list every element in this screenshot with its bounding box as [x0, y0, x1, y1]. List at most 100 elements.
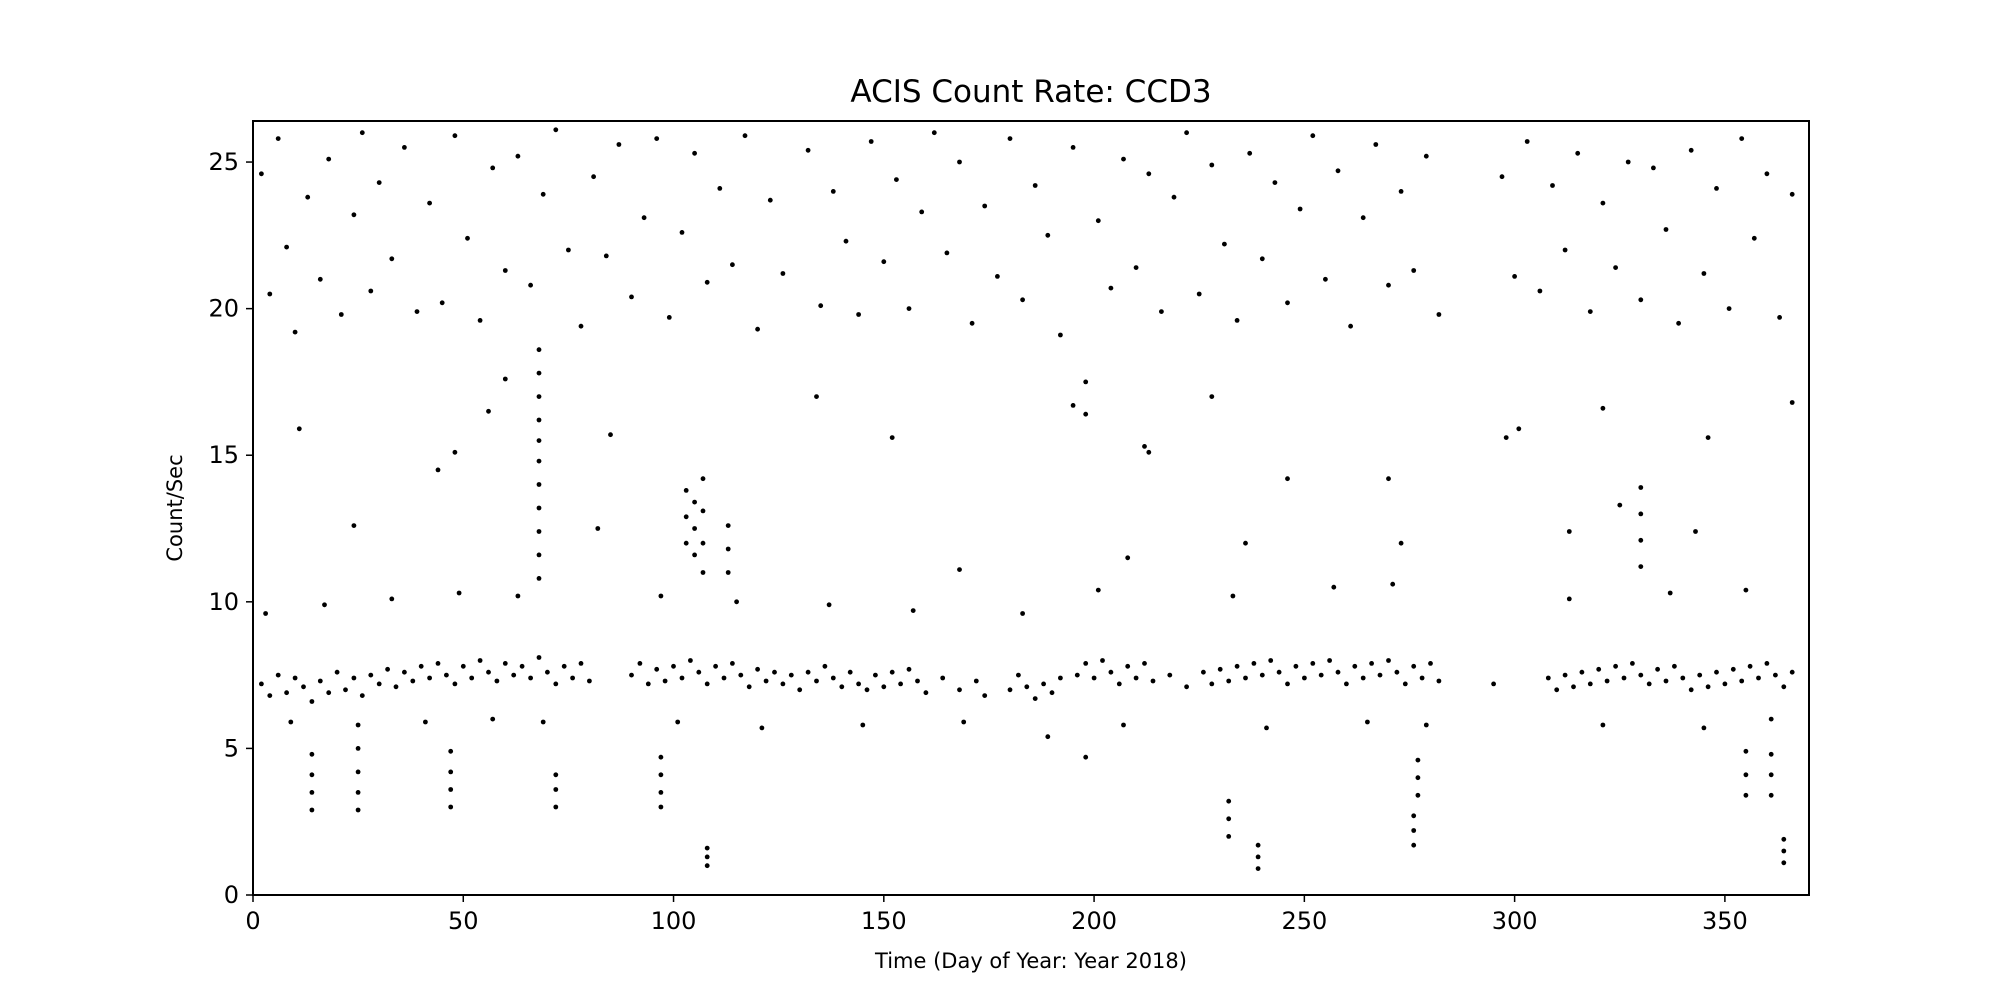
- data-point: [1714, 669, 1719, 675]
- data-point: [355, 722, 361, 728]
- data-point: [730, 661, 735, 666]
- data-point: [1058, 675, 1063, 681]
- data-point: [982, 203, 988, 209]
- data-point: [1411, 813, 1417, 819]
- data-point: [578, 661, 584, 666]
- data-point: [1184, 684, 1189, 690]
- data-point: [1777, 315, 1782, 320]
- data-point: [700, 540, 706, 546]
- data-point: [536, 552, 542, 558]
- data-point: [536, 505, 542, 511]
- x-tick-label: 100: [651, 907, 697, 935]
- data-point: [1327, 658, 1332, 663]
- data-point: [704, 863, 710, 869]
- data-point: [755, 326, 760, 332]
- data-point: [734, 599, 739, 605]
- data-point: [385, 666, 390, 672]
- data-point: [1045, 734, 1051, 740]
- data-point: [1781, 836, 1787, 842]
- data-point: [351, 212, 357, 218]
- data-point: [1550, 183, 1555, 188]
- data-point: [351, 523, 357, 528]
- data-point: [658, 790, 664, 795]
- data-point: [788, 672, 794, 678]
- data-point: [1234, 663, 1240, 669]
- data-point: [1402, 681, 1408, 687]
- data-point: [957, 159, 962, 165]
- data-point: [1360, 215, 1366, 221]
- data-point: [873, 672, 878, 678]
- data-point: [376, 180, 382, 186]
- data-point: [683, 540, 689, 546]
- data-point: [1276, 669, 1282, 675]
- data-point: [1222, 241, 1227, 247]
- data-point: [1108, 669, 1114, 675]
- data-point: [658, 804, 664, 810]
- data-point: [830, 189, 836, 194]
- data-point: [1272, 180, 1278, 186]
- data-point: [1739, 136, 1745, 142]
- data-point: [1411, 828, 1417, 833]
- data-point: [334, 669, 340, 675]
- data-point: [1621, 675, 1627, 681]
- data-point: [982, 693, 988, 698]
- data-point: [692, 150, 697, 156]
- data-point: [553, 681, 559, 687]
- data-point: [355, 790, 361, 795]
- data-point: [1545, 675, 1551, 681]
- data-point: [1676, 320, 1681, 326]
- data-point: [696, 669, 702, 675]
- data-point: [1125, 555, 1131, 561]
- data-point: [1638, 485, 1644, 490]
- data-point: [910, 608, 916, 613]
- data-point: [1209, 162, 1215, 168]
- data-point: [679, 230, 685, 235]
- data-point: [780, 271, 786, 276]
- data-point: [486, 408, 491, 414]
- data-point: [759, 725, 765, 731]
- data-point: [889, 435, 895, 440]
- data-point: [688, 658, 693, 663]
- data-point: [1297, 206, 1303, 212]
- data-point: [1285, 681, 1290, 687]
- data-point: [1419, 675, 1425, 681]
- data-point: [1781, 860, 1787, 866]
- data-point: [692, 552, 697, 558]
- data-point: [259, 681, 264, 687]
- data-point: [704, 854, 710, 860]
- data-point: [675, 719, 681, 725]
- x-tick-label: 50: [448, 907, 479, 935]
- data-point: [536, 576, 542, 581]
- data-point: [515, 593, 521, 599]
- data-point: [1722, 681, 1728, 687]
- data-point: [1672, 663, 1677, 669]
- data-point: [309, 699, 315, 704]
- x-tick-label: 300: [1492, 907, 1538, 935]
- data-point: [448, 748, 454, 754]
- data-point: [1348, 323, 1353, 329]
- data-point: [1587, 309, 1593, 314]
- data-point: [961, 719, 967, 725]
- data-point: [1243, 675, 1248, 681]
- data-point: [704, 681, 710, 687]
- data-point: [355, 746, 361, 751]
- data-point: [1415, 775, 1421, 781]
- x-tick-label: 350: [1702, 907, 1748, 935]
- data-point: [1125, 663, 1131, 669]
- data-point: [1369, 661, 1374, 666]
- data-point: [439, 300, 445, 306]
- data-point: [725, 546, 731, 552]
- data-point: [355, 769, 361, 775]
- data-point: [713, 663, 718, 669]
- data-point: [973, 678, 979, 684]
- data-point: [402, 669, 407, 675]
- data-point: [637, 661, 643, 666]
- data-point: [389, 596, 395, 602]
- data-point: [1058, 332, 1063, 338]
- data-point: [654, 136, 660, 142]
- data-point: [469, 675, 475, 681]
- data-point: [1764, 171, 1770, 177]
- data-point: [326, 690, 332, 696]
- y-tick-label: 15: [208, 441, 239, 469]
- data-point: [1159, 309, 1164, 314]
